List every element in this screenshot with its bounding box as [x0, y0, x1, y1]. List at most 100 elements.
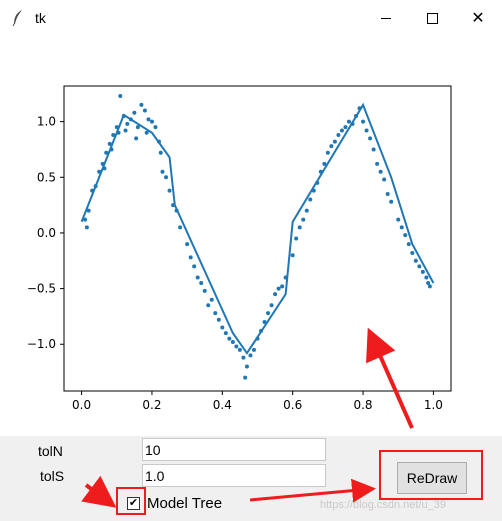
data-point: [336, 132, 341, 137]
data-point: [149, 119, 154, 124]
data-point: [413, 258, 418, 263]
y-tick-label: 0.0: [37, 226, 56, 240]
feather-icon: [12, 10, 22, 27]
data-point: [262, 319, 267, 324]
tols-input[interactable]: [142, 464, 326, 487]
data-point: [241, 355, 246, 360]
data-point: [280, 284, 285, 289]
data-point: [107, 141, 112, 146]
data-point: [132, 110, 137, 115]
data-point: [396, 217, 401, 222]
data-point: [139, 102, 144, 107]
y-tick-label: −1.0: [27, 337, 56, 351]
data-point: [251, 347, 256, 352]
data-point: [424, 275, 429, 280]
data-point: [195, 275, 200, 280]
model-tree-line: [80, 102, 435, 355]
data-point: [86, 208, 91, 213]
data-point: [243, 375, 248, 380]
close-button[interactable]: ✕: [455, 0, 501, 36]
y-tick-label: −0.5: [27, 282, 56, 296]
data-point: [164, 175, 169, 180]
maximize-button[interactable]: [409, 0, 455, 36]
data-point: [426, 281, 431, 286]
toln-label: tolN: [38, 443, 63, 459]
data-point: [371, 147, 376, 152]
check-icon: ✔: [128, 497, 139, 509]
maximize-icon: [426, 12, 438, 24]
toln-input[interactable]: [142, 438, 326, 461]
data-point: [427, 284, 432, 289]
data-point: [368, 136, 373, 141]
tols-label: tolS: [40, 468, 65, 484]
data-point: [227, 336, 232, 341]
data-point: [329, 144, 334, 149]
data-point: [223, 331, 228, 336]
data-point: [332, 139, 337, 144]
model-tree-checkbox[interactable]: ✔: [127, 497, 140, 510]
data-point: [399, 225, 404, 230]
plot-frame: [63, 85, 452, 392]
data-point: [146, 117, 151, 122]
data-point: [199, 281, 204, 286]
plot-canvas: 0.0 0.2 0.4 0.6 0.8 1.0 1.0 0.5 0.0 −0.5 −1.0: [0, 36, 502, 436]
y-tick-label: 0.5: [37, 170, 56, 184]
data-point: [406, 242, 411, 247]
data-point: [192, 264, 197, 269]
data-point: [167, 188, 172, 193]
data-point: [230, 340, 235, 345]
data-point: [417, 264, 422, 269]
x-tick-label: 0.2: [142, 398, 161, 412]
data-point: [209, 297, 214, 302]
data-point: [325, 150, 330, 155]
data-point: [202, 288, 207, 293]
data-point: [118, 94, 123, 99]
data-point: [206, 303, 211, 308]
data-point: [144, 130, 149, 135]
annotation-box-redraw: [379, 450, 483, 500]
data-point: [389, 199, 394, 204]
data-point: [378, 169, 383, 174]
data-point: [382, 177, 387, 182]
data-point: [364, 128, 369, 133]
arrow-to-checkbox: [81, 475, 117, 508]
data-point: [220, 325, 225, 330]
data-point: [346, 119, 351, 124]
data-point: [304, 208, 309, 213]
data-point: [185, 242, 190, 247]
data-point: [403, 233, 408, 238]
data-point: [244, 364, 249, 369]
scatter-chart: 0.0 0.2 0.4 0.6 0.8 1.0 1.0 0.5 0.0 −0.5 −1.0: [27, 85, 452, 412]
data-point: [160, 169, 165, 174]
data-point: [178, 225, 183, 230]
x-tick-label: 0.6: [283, 398, 302, 412]
data-point: [216, 317, 221, 322]
model-tree-label: Model Tree: [147, 495, 223, 512]
data-point: [343, 125, 348, 130]
data-point: [273, 292, 278, 297]
data-point: [248, 353, 253, 358]
data-point: [84, 225, 89, 230]
annotation-box-checkbox: [116, 487, 146, 515]
window-title: tk: [35, 10, 46, 26]
data-point: [142, 108, 147, 113]
data-point: [125, 121, 130, 126]
data-point: [213, 311, 218, 316]
x-tick-label: 0.8: [353, 398, 372, 412]
x-tick-label: 0.4: [213, 398, 232, 412]
data-point: [134, 136, 139, 141]
data-point: [269, 303, 274, 308]
data-point: [188, 255, 193, 260]
data-point: [361, 119, 366, 124]
data-point: [375, 161, 380, 166]
data-point: [104, 150, 109, 155]
x-tick-label: 0.0: [72, 398, 91, 412]
data-point: [111, 132, 116, 137]
data-point: [308, 197, 313, 202]
data-point: [301, 217, 306, 222]
data-point: [153, 125, 158, 130]
minimize-button[interactable]: [363, 0, 409, 36]
data-point: [322, 161, 327, 166]
data-point: [297, 225, 302, 230]
redraw-button[interactable]: ReDraw: [397, 462, 467, 494]
